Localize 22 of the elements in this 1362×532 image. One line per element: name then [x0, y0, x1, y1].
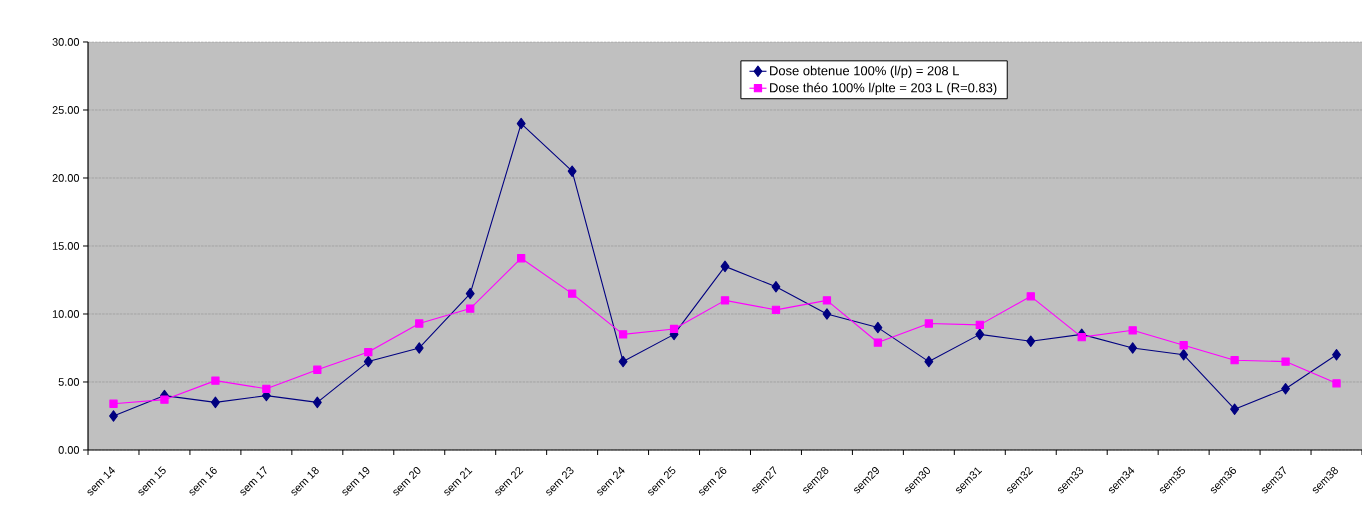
legend-label: Dose théo 100% l/plte = 203 L (R=0.83) [770, 82, 997, 95]
x-tick-label: sem 14 [87, 466, 116, 496]
x-tick-label: sem 26 [699, 466, 727, 496]
x-tick-label: sem 16 [189, 466, 217, 496]
legend-label: Dose obtenue 100% (l/p) = 208 L [770, 65, 959, 78]
x-tick-label: sem 20 [393, 467, 421, 496]
y-tick-label: 20.00 [52, 174, 80, 182]
x-tick-label: sem 23 [546, 466, 574, 496]
x-tick-label: sem 17 [240, 466, 267, 496]
y-tick-label: 30.00 [52, 38, 80, 46]
x-tick-label: sem 22 [495, 466, 524, 496]
y-tick-label: 15.00 [52, 242, 80, 250]
y-tick-label: 0.00 [58, 446, 80, 454]
x-tick-label: sem 19 [342, 467, 370, 496]
x-tick-label: sem 15 [138, 466, 166, 496]
x-tick-label: sem 21 [444, 467, 473, 496]
x-tick-label: sem 25 [648, 466, 676, 496]
x-tick-label: sem 18 [291, 466, 319, 496]
y-tick-label: 10.00 [52, 310, 80, 318]
y-tick-label: 5.00 [58, 378, 80, 386]
x-tick-label: sem 24 [597, 466, 625, 496]
y-tick-label: 25.00 [52, 106, 80, 114]
